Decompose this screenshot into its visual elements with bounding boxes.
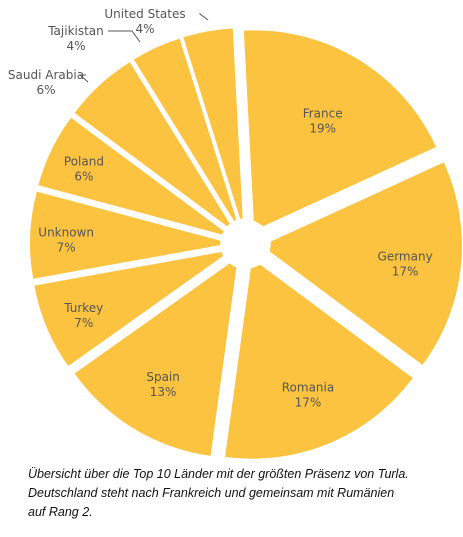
slice-value-label: 6% bbox=[36, 83, 55, 97]
pie-slices bbox=[30, 28, 462, 459]
pie-slice-poland bbox=[38, 117, 224, 235]
figure-caption: Übersicht über die Top 10 Länder mit der… bbox=[28, 465, 458, 522]
pie-slice-turkey bbox=[34, 251, 224, 367]
slice-value-label: 17% bbox=[392, 265, 419, 279]
slice-value-label: 6% bbox=[74, 170, 93, 184]
slice-value-label: 7% bbox=[57, 240, 76, 254]
slice-label: Poland bbox=[64, 155, 104, 169]
pie-slice-romania bbox=[225, 264, 413, 459]
leader-line bbox=[78, 74, 89, 83]
pie-labels: France19%Germany17%Romania17%Spain13%Tur… bbox=[8, 7, 433, 409]
slice-value-label: 4% bbox=[135, 22, 154, 36]
caption-line-3: auf Rang 2. bbox=[28, 505, 93, 519]
pie-slice-unknown bbox=[30, 191, 221, 279]
slice-label: United States bbox=[104, 7, 185, 21]
pie-slice-united-states bbox=[183, 28, 243, 219]
slice-label: Germany bbox=[378, 250, 433, 264]
slice-value-label: 17% bbox=[295, 395, 322, 409]
pie-slice-germany bbox=[269, 162, 462, 365]
slice-label: Turkey bbox=[63, 301, 103, 315]
pie-slice-tajikistan bbox=[133, 38, 237, 221]
slice-label: Romania bbox=[282, 380, 334, 394]
slice-value-label: 7% bbox=[74, 316, 93, 330]
caption-line-1: Übersicht über die Top 10 Länder mit der… bbox=[28, 467, 409, 481]
slice-label: Spain bbox=[146, 370, 180, 384]
pie-slice-spain bbox=[74, 263, 237, 456]
pie-slice-france bbox=[243, 30, 437, 227]
leader-line bbox=[198, 13, 209, 21]
leader-line bbox=[108, 30, 141, 43]
caption-line-2: Deutschland steht nach Frankreich und ge… bbox=[28, 486, 395, 500]
pie-chart: France19%Germany17%Romania17%Spain13%Tur… bbox=[8, 7, 462, 459]
slice-label: Tajikistan bbox=[47, 24, 104, 38]
slice-label: Unknown bbox=[38, 225, 94, 239]
slice-value-label: 13% bbox=[150, 385, 177, 399]
slice-value-label: 4% bbox=[66, 39, 85, 53]
slice-label: Saudi Arabia bbox=[8, 68, 84, 82]
slice-label: France bbox=[303, 106, 343, 120]
slice-value-label: 19% bbox=[309, 121, 336, 135]
pie-slice-saudi-arabia bbox=[74, 62, 230, 227]
